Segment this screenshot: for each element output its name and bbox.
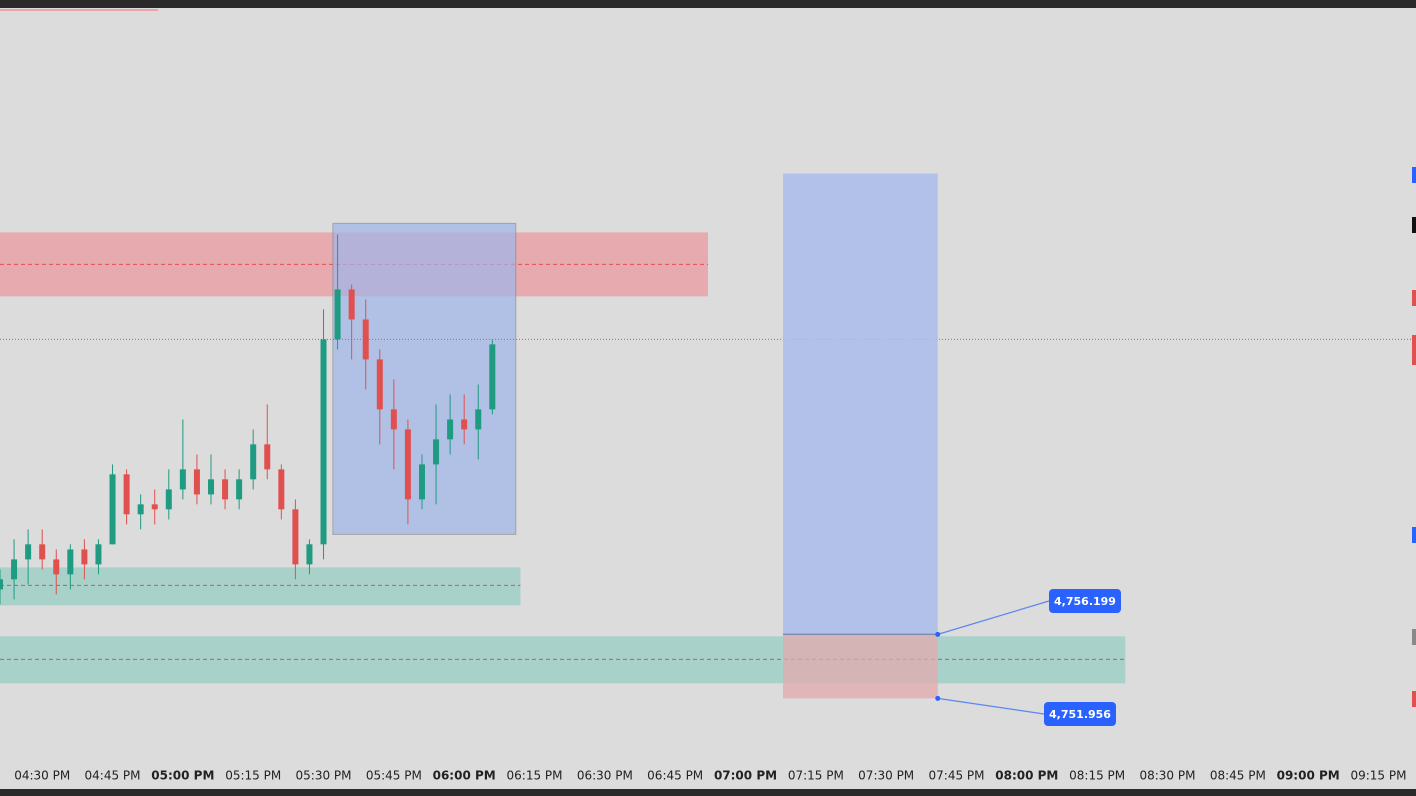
- candle-body: [11, 559, 18, 580]
- anchor-point: [935, 631, 941, 637]
- candle-body: [433, 439, 440, 465]
- candle-body: [151, 504, 158, 510]
- candle-body: [390, 409, 397, 430]
- candle-body: [81, 549, 88, 565]
- bottom-bar: [0, 789, 1416, 796]
- x-tick-label: 08:30 PM: [1139, 769, 1195, 783]
- x-tick-label: 08:45 PM: [1210, 769, 1266, 783]
- x-tick-label: 05:30 PM: [296, 769, 352, 783]
- edge-marker: [1412, 629, 1416, 645]
- candle-body: [109, 474, 116, 545]
- x-tick-label: 07:45 PM: [929, 769, 985, 783]
- edge-marker: [1412, 217, 1416, 233]
- x-tick-label: 04:30 PM: [14, 769, 70, 783]
- x-tick-label: 05:00 PM: [151, 769, 214, 783]
- x-tick-label: 04:45 PM: [85, 769, 141, 783]
- price-label-box: [1049, 589, 1121, 613]
- edge-marker: [1412, 167, 1416, 183]
- candle-body: [0, 579, 3, 590]
- position-target: [783, 173, 938, 635]
- candle-body: [418, 464, 425, 500]
- candle-body: [306, 544, 313, 565]
- x-tick-label: 06:15 PM: [507, 769, 563, 783]
- x-tick-label: 06:30 PM: [577, 769, 633, 783]
- label-connector: [937, 697, 1045, 715]
- price-label: 4,751.956: [1049, 708, 1111, 721]
- x-tick-label: 08:15 PM: [1069, 769, 1125, 783]
- candle-body: [25, 544, 32, 560]
- position-stop: [783, 634, 938, 699]
- price-label-box: [1044, 702, 1116, 726]
- edge-marker: [1412, 335, 1416, 365]
- edge-marker: [1412, 527, 1416, 543]
- candle-body: [320, 339, 327, 545]
- candle-body: [250, 444, 257, 480]
- candle-body: [264, 444, 271, 470]
- candle-body: [334, 289, 341, 340]
- candle-body: [236, 479, 243, 500]
- x-tick-label: 06:45 PM: [647, 769, 703, 783]
- corner-line: [0, 9, 158, 11]
- candle-body: [165, 489, 172, 510]
- x-tick-label: 07:00 PM: [714, 769, 777, 783]
- x-tick-label: 07:30 PM: [858, 769, 914, 783]
- candle-body: [278, 469, 285, 510]
- x-tick-label: 07:15 PM: [788, 769, 844, 783]
- candle-body: [95, 544, 102, 565]
- x-tick-label: 06:00 PM: [433, 769, 496, 783]
- candle-body: [207, 479, 214, 495]
- candle-body: [461, 419, 468, 430]
- price-label: 4,756.199: [1054, 595, 1116, 608]
- x-tick-label: 09:15 PM: [1350, 769, 1406, 783]
- edge-marker: [1412, 290, 1416, 306]
- candle-body: [348, 289, 355, 320]
- edge-marker: [1412, 691, 1416, 707]
- x-tick-label: 08:00 PM: [995, 769, 1058, 783]
- anchor-point: [935, 695, 941, 701]
- candle-body: [179, 469, 186, 490]
- candle-body: [447, 419, 454, 440]
- candle-body: [404, 429, 411, 500]
- candle-body: [53, 559, 60, 575]
- candle-body: [376, 359, 383, 410]
- candle-body: [222, 479, 229, 500]
- x-tick-label: 05:45 PM: [366, 769, 422, 783]
- candle-body: [123, 474, 130, 515]
- x-tick-label: 05:15 PM: [225, 769, 281, 783]
- x-tick-label: 09:00 PM: [1277, 769, 1340, 783]
- candle-body: [489, 344, 496, 410]
- candle-body: [475, 409, 482, 430]
- candle-body: [67, 549, 74, 575]
- zone: [0, 567, 521, 606]
- label-connector: [937, 600, 1050, 635]
- top-bar: [0, 0, 1416, 8]
- candle-body: [193, 469, 200, 495]
- candle-body: [362, 319, 369, 360]
- candle-body: [292, 509, 299, 565]
- candle-body: [137, 504, 144, 515]
- candle-body: [39, 544, 46, 560]
